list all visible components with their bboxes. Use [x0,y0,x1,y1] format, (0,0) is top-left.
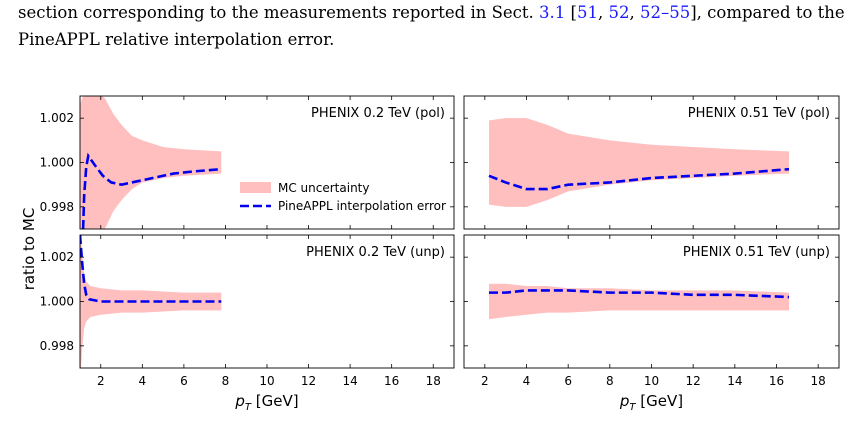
panel-title: PHENIX 0.2 TeV (pol) [311,106,445,121]
pineappl-interpolation-error-line [488,167,790,191]
citation-link-51[interactable]: 51 [576,3,598,22]
x-tick-label: 18 [426,374,441,388]
x-tick-label: 12 [686,374,701,388]
text-fragment: , [629,3,635,22]
x-tick-label: 8 [222,374,230,388]
x-tick-label: 16 [384,374,399,388]
x-tick-label: 18 [811,374,826,388]
pineappl-interpolation-error-line [80,235,222,303]
y-tick-label: 1.000 [40,156,74,170]
panel-title: PHENIX 0.2 TeV (unp) [306,245,445,260]
y-tick-label: 1.000 [40,295,74,309]
pineappl-interpolation-error-line [489,289,790,299]
x-tick-label: 6 [564,374,572,388]
x-tick-label: 10 [259,374,274,388]
x-tick-label: 14 [342,374,357,388]
x-tick-label: 4 [139,374,147,388]
panel-2: PHENIX 0.51 TeV (pol) [463,95,840,230]
mc-uncertainty-band [489,283,789,320]
x-tick-label: 4 [523,374,531,388]
legend-line-label: PineAPPL interpolation error [278,199,446,213]
y-tick-label: 0.998 [40,200,74,214]
y-tick-label: 1.002 [40,250,74,264]
panel-1: 0.998 1.000 1.002 PHENIX 0.2 TeV (pol) MC un… [40,95,455,230]
y-tick-label: 1.002 [40,111,74,125]
text-fragment: section corresponding to the measurement… [18,3,534,22]
x-tick-label: 8 [606,374,614,388]
panel-3: 2 4 6 8 10 12 14 16 18 0.998 1.000 1.002 PHENIX 0.2 … [40,234,455,413]
x-tick-label: 2 [97,374,105,388]
legend: MC uncertainty PineAPPL interpolation err… [240,181,446,213]
x-tick-label: 10 [644,374,659,388]
panel-4: 2 4 6 8 10 12 14 16 18 PHENIX 0.51 TeV (unp) pT [G… [463,234,840,413]
section-ref-link[interactable]: 3.1 [539,3,566,22]
y-axis-label: ratio to MC [20,208,38,291]
legend-band-label: MC uncertainty [278,181,369,195]
pineappl-interpolation-error-line [81,152,222,229]
x-tick-label: 14 [727,374,742,388]
text-fragment: ], compared to the [690,3,845,22]
x-tick-label: 16 [769,374,784,388]
mc-uncertainty-band [80,235,222,368]
paragraph-line-2: PineAPPL relative interpolation error. [18,30,335,49]
mc-uncertainty-band [489,118,789,207]
x-tick-label: 12 [301,374,316,388]
x-tick-label: 2 [481,374,489,388]
citation-link-52[interactable]: 52 [608,3,630,22]
paragraph-line-1: section corresponding to the measurement… [18,3,845,22]
legend-band-swatch [240,182,271,193]
panel-title: PHENIX 0.51 TeV (unp) [683,245,830,260]
panels: 0.998 1.000 1.002 PHENIX 0.2 TeV (pol) MC un… [40,95,840,413]
x-tick-label: 6 [180,374,188,388]
mc-uncertainty-band [80,96,222,229]
x-axis-label: pT [GeV] [234,392,298,413]
panel-title: PHENIX 0.51 TeV (pol) [688,106,830,121]
y-tick-label: 0.998 [40,339,74,353]
text-fragment: [ [570,3,577,22]
text-fragment: , [597,3,604,22]
x-axis-label: pT [GeV] [619,392,683,413]
citation-link-52-55[interactable]: 52–55 [639,3,691,22]
